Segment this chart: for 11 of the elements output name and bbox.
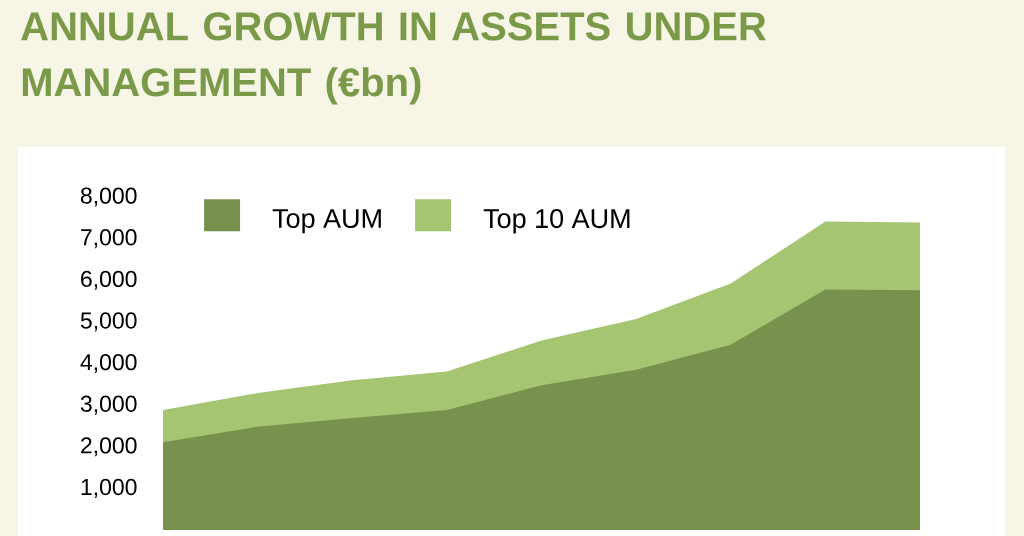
y-tick-label: 1,000	[81, 478, 137, 498]
y-tick-label: 3,000	[80, 395, 137, 415]
y-tick-label: 2,000	[81, 437, 137, 457]
y-tick-label: 5,000	[80, 312, 137, 332]
legend-label: Top 10 AUM	[483, 209, 630, 234]
chart-title: ANNUAL GROWTH IN ASSETS UNDER MANAGEMENT (€bn)	[21, 12, 766, 105]
y-tick-label: 7,000	[81, 229, 137, 249]
y-tick-label: 6,000	[81, 270, 137, 290]
y-tick-label: 8,000	[80, 187, 137, 207]
legend-label: Top AUM	[272, 209, 381, 234]
y-tick-label: 4,000	[80, 354, 137, 374]
